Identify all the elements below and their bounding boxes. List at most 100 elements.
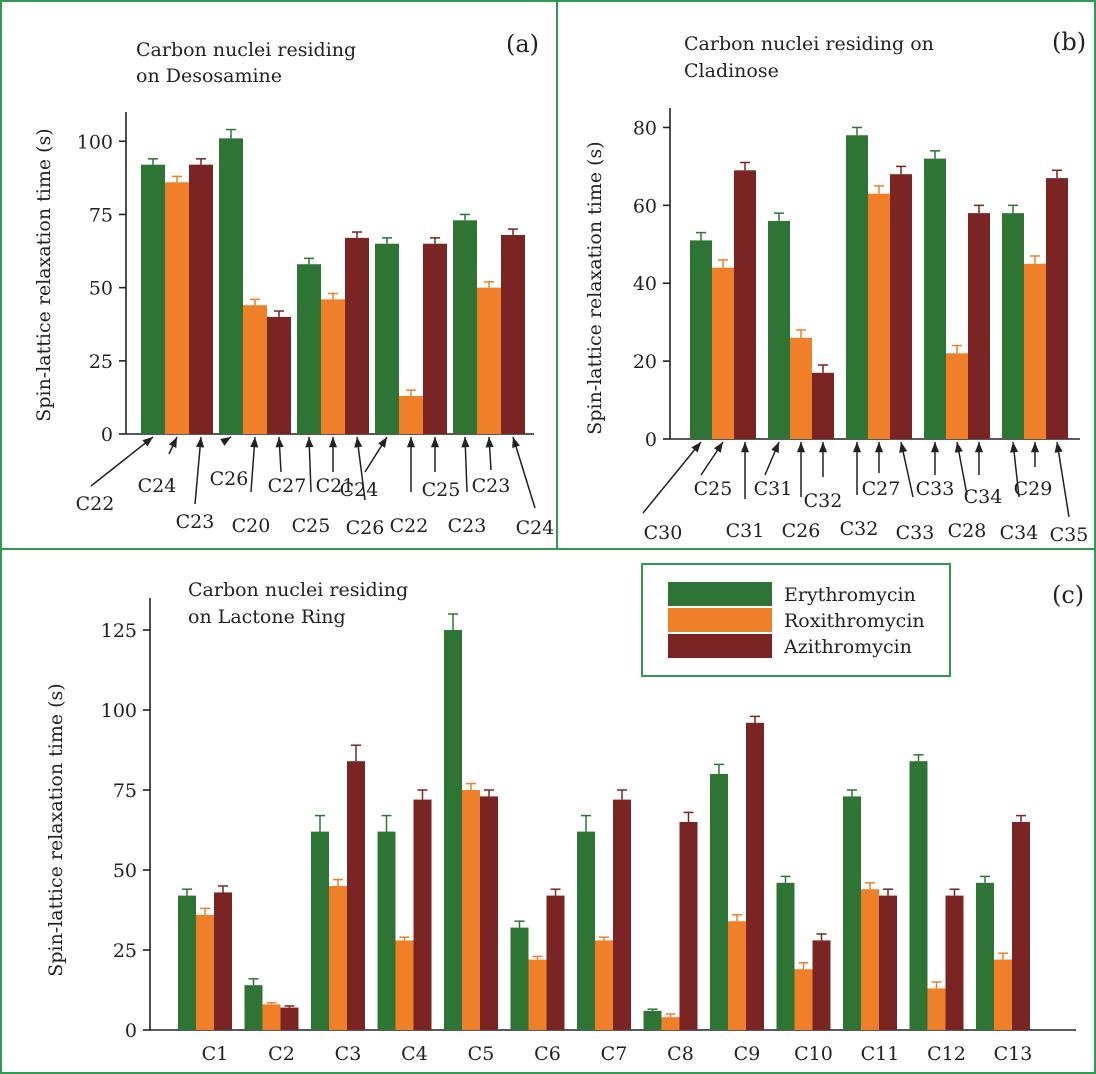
panel-b-bar-azithromycin [890, 174, 912, 439]
panel-c-bar-azithromycin [879, 895, 897, 1030]
panel-a-atom-label: C23 [448, 515, 487, 537]
panel-a-bar-azithromycin [189, 164, 213, 434]
panel-a-atom-label: C23 [472, 475, 511, 497]
panel-b-arrow [740, 442, 750, 499]
legend-label-roxithromycin: Roxithromycin [784, 610, 925, 632]
panel-c-category-label: C9 [734, 1043, 761, 1065]
panel-a-atom-label: C22 [76, 493, 115, 515]
panel-a-bar-azithromycin [423, 243, 447, 434]
panel-c-bar-erythromycin [444, 630, 462, 1030]
panel-b-atom-label: C30 [644, 522, 683, 544]
panel-a-bar-roxithromycin [321, 299, 345, 434]
panel-a-arrow [512, 436, 536, 509]
panel-b-arrow [1030, 442, 1040, 467]
panel-b-arrow [954, 441, 968, 496]
panel-a-arrow [461, 436, 470, 493]
panel-b-bar-azithromycin [968, 213, 990, 439]
panel-c-category-label: C8 [667, 1043, 694, 1065]
panel-c-y-tick-label: 25 [113, 940, 137, 962]
panel-c-bar-azithromycin [546, 895, 565, 1030]
panel-b-arrow [796, 442, 806, 497]
panel-a-arrow [354, 436, 366, 501]
panel-b-arrow [852, 442, 862, 495]
panel-b-arrow [642, 441, 702, 514]
panel-b-bar-azithromycin [1046, 178, 1068, 439]
panel-c-category-label: C4 [401, 1043, 428, 1065]
panel-c-bar-erythromycin [643, 1010, 662, 1030]
panel-c-bar-roxithromycin [329, 886, 347, 1030]
panel-a-atom-label: C26 [346, 517, 385, 539]
panel-a-arrow [364, 436, 388, 473]
panel-c-bar-erythromycin [377, 831, 396, 1030]
panel-a-arrow [275, 436, 284, 473]
panel-c-y-tick-label: 100 [101, 700, 137, 722]
panel-b-label: (b) [1052, 28, 1086, 56]
panel-a-arrow [305, 436, 314, 493]
panel-c-bar-azithromycin [1012, 822, 1030, 1030]
panel-c-y-tick-label: 125 [101, 620, 137, 642]
panel-b-atom-label: C34 [1000, 522, 1039, 544]
panel-a-label: (a) [506, 30, 539, 58]
panel-c-category-label: C13 [994, 1043, 1033, 1065]
panel-a-atom-label: C25 [292, 515, 331, 537]
panel-a-y-tick-label: 50 [89, 278, 113, 300]
panel-c-bar-roxithromycin [595, 940, 613, 1030]
panel-c-bar-azithromycin [746, 722, 764, 1030]
legend-label-azithromycin: Azithromycin [783, 636, 912, 658]
panel-b-arrow [930, 442, 940, 475]
panel-b-bar-erythromycin [924, 158, 946, 439]
panel-c-bar-azithromycin [214, 892, 232, 1030]
panel-c-category-label: C12 [927, 1043, 966, 1065]
panel-c-frame [0, 548, 1096, 1074]
panel-c-category-label: C11 [861, 1043, 900, 1065]
panel-b-y-tick-label: 20 [633, 351, 657, 373]
panel-a-bar-erythromycin [375, 243, 399, 434]
panel-b-atom-label: C31 [726, 520, 765, 542]
panel-b-y-tick-label: 60 [633, 195, 657, 217]
panel-a-arrow [328, 437, 338, 472]
panel-a-bar-roxithromycin [243, 305, 267, 434]
panel-c-category-label: C5 [468, 1043, 495, 1065]
panel-b-bar-roxithromycin [1024, 263, 1046, 439]
panel-c-bar-erythromycin [710, 774, 728, 1030]
panel-c-label: (c) [1052, 581, 1084, 609]
panel-c-category-label: C10 [794, 1043, 833, 1065]
panel-b-atom-label: C32 [840, 518, 879, 540]
panel-c-bar-azithromycin [413, 799, 432, 1030]
panel-a-arrow [194, 436, 205, 505]
panel-c-bar-azithromycin [945, 895, 964, 1030]
panel-a-bar-erythromycin [219, 138, 243, 434]
panel-a-atom-label: C23 [176, 511, 215, 533]
panel-a-atom-label: C21 [316, 475, 355, 497]
panel-c-category-label: C6 [534, 1043, 561, 1065]
panel-c-bar-azithromycin [613, 799, 631, 1030]
panel-b-arrow [818, 442, 828, 477]
panel-b-y-axis-label: Spin-lattice relaxation time (s) [584, 141, 606, 434]
panel-a-bar-erythromycin [453, 220, 477, 434]
panel-a-atom-label: C20 [232, 515, 271, 537]
panel-a-atom-label: C24 [340, 479, 379, 501]
panel-c-category-label: C1 [202, 1043, 229, 1065]
panel-c-bar-roxithromycin [462, 790, 480, 1030]
panel-b-atom-label: C34 [964, 486, 1003, 508]
panel-a-arrow [90, 436, 154, 487]
panel-a-atom-label: C26 [210, 468, 249, 490]
panel-a-y-tick-label: 75 [89, 204, 113, 226]
panel-b-atom-label: C28 [948, 520, 987, 542]
panel-b-bar-erythromycin [690, 240, 712, 439]
panel-c-bar-roxithromycin [861, 889, 879, 1030]
panel-c-bar-erythromycin [311, 831, 329, 1030]
panel-b-bar-erythromycin [846, 135, 868, 439]
panel-a-y-axis-label: Spin-lattice relaxation time (s) [33, 128, 55, 421]
panel-c-y-tick-label: 0 [125, 1020, 137, 1042]
panel-b-arrow [874, 442, 884, 473]
chart-layer: 0255075100C22C24C23C26C20C27C25C21C26C24… [76, 108, 1088, 1065]
panel-b-arrow [700, 441, 724, 476]
panel-a-bar-roxithromycin [399, 395, 423, 434]
panel-b-bar-roxithromycin [868, 193, 890, 439]
panel-c-bar-azithromycin [679, 822, 698, 1030]
legend-swatch-roxithromycin [668, 608, 772, 632]
panel-c-y-tick-label: 50 [113, 860, 137, 882]
legend-swatch-azithromycin [668, 634, 772, 658]
